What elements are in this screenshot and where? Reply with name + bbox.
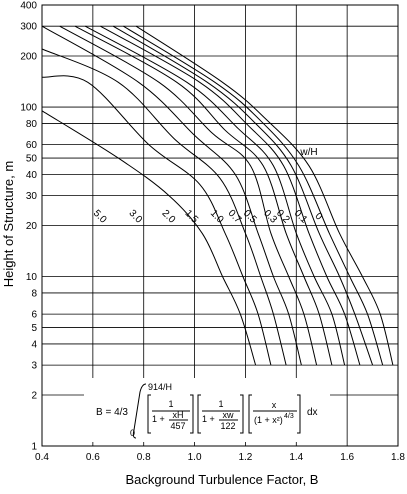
plot-frame <box>41 4 399 447</box>
y-tick-label: 60 <box>26 140 38 151</box>
bracket-1-left <box>147 394 151 434</box>
curve-wh-0-5 <box>84 25 346 366</box>
x-tick-label: 1.4 <box>289 452 303 463</box>
x-tick-label: 1.2 <box>238 452 252 463</box>
x-axis-title: Background Turbulence Factor, B <box>126 472 319 487</box>
curve-label: 5.0 <box>91 208 109 226</box>
curve-wh-2-0 <box>41 48 287 366</box>
term3-den-exponent: 4/3 <box>284 413 294 420</box>
y-tick-label: 6 <box>31 310 37 321</box>
curve-label: 3.0 <box>127 208 145 226</box>
formula-lower-limit: 0 <box>130 428 135 438</box>
x-tick-label: 1.8 <box>391 452 405 463</box>
formula-lhs: B = 4/3 <box>96 407 128 418</box>
y-tick-label: 80 <box>26 119 38 130</box>
bracket-3-right <box>297 394 301 434</box>
term1-den-a: 1 + <box>152 414 165 424</box>
y-tick-label: 1 <box>31 442 37 453</box>
curve-wh-0 <box>135 25 394 366</box>
term3-den: (1 + x²) <box>254 415 283 425</box>
curve-wh-3-0 <box>41 75 272 366</box>
term2-den-frac-den: 122 <box>220 421 235 431</box>
x-tick-label: 0.4 <box>35 452 49 463</box>
bracket-1-right <box>190 394 194 434</box>
curve-wh-0-7 <box>74 25 333 366</box>
curve-label: 1.0 <box>208 208 226 226</box>
y-tick-label: 4 <box>31 339 37 350</box>
term1-den-frac-den: 457 <box>170 421 185 431</box>
ticks: 0.4 0.6 0.8 1.0 1.2 1.4 1.6 1.81234568102030405… <box>20 1 405 464</box>
curve-wh-0-2 <box>112 25 374 366</box>
y-tick-label: 3 <box>31 361 37 372</box>
y-tick-label: 5 <box>31 323 37 334</box>
x-tick-label: 0.6 <box>86 452 100 463</box>
y-tick-label: 10 <box>26 272 38 283</box>
bracket-2-left <box>197 394 201 434</box>
y-axis-title: Height of Structure, m <box>1 161 16 287</box>
term2-den-frac-num: xw <box>223 410 235 420</box>
curve-wh-1-5 <box>41 25 302 366</box>
y-tick-label: 100 <box>20 103 37 114</box>
formula: B = 4/3 914/H 0 1 1 + xH 457 1 1 + xw 12… <box>84 378 330 442</box>
term1-numerator: 1 <box>168 399 173 409</box>
y-tick-label: 50 <box>26 154 38 165</box>
term2-den-a: 1 + <box>202 414 215 424</box>
curve-label: 2.0 <box>160 208 178 226</box>
curves <box>41 25 394 366</box>
formula-background <box>84 378 330 442</box>
y-tick-label: 40 <box>26 170 38 181</box>
x-tick-label: 1.0 <box>188 452 202 463</box>
y-tick-label: 300 <box>20 22 37 33</box>
curve-wh-0-1 <box>123 25 384 366</box>
bracket-2-right <box>240 394 244 434</box>
grid <box>41 4 399 447</box>
formula-upper-limit: 914/H <box>148 382 172 392</box>
y-tick-label: 2 <box>31 390 37 401</box>
bracket-3-left <box>248 394 252 434</box>
term1-den-frac-num: xH <box>173 410 184 420</box>
curve-wh-1-0 <box>59 25 318 366</box>
curve-wh-5-0 <box>41 110 257 366</box>
y-tick-label: 8 <box>31 288 37 299</box>
curve-label: 1.5 <box>182 208 200 226</box>
integral-sign <box>132 383 147 439</box>
formula-dx: dx <box>307 407 318 418</box>
term2-numerator: 1 <box>218 399 223 409</box>
y-tick-label: 400 <box>20 1 37 12</box>
series-title-wh: w/H <box>299 147 317 158</box>
curve-wh-0-3 <box>100 25 361 366</box>
x-tick-label: 1.6 <box>340 452 354 463</box>
x-tick-label: 0.8 <box>137 452 151 463</box>
term3-numerator: x <box>272 400 277 410</box>
y-tick-label: 200 <box>20 52 37 63</box>
y-tick-label: 20 <box>26 221 38 232</box>
y-tick-label: 30 <box>26 191 38 202</box>
curve-label: 0.5 <box>241 208 259 226</box>
curve-label: 0.1 <box>292 208 310 226</box>
